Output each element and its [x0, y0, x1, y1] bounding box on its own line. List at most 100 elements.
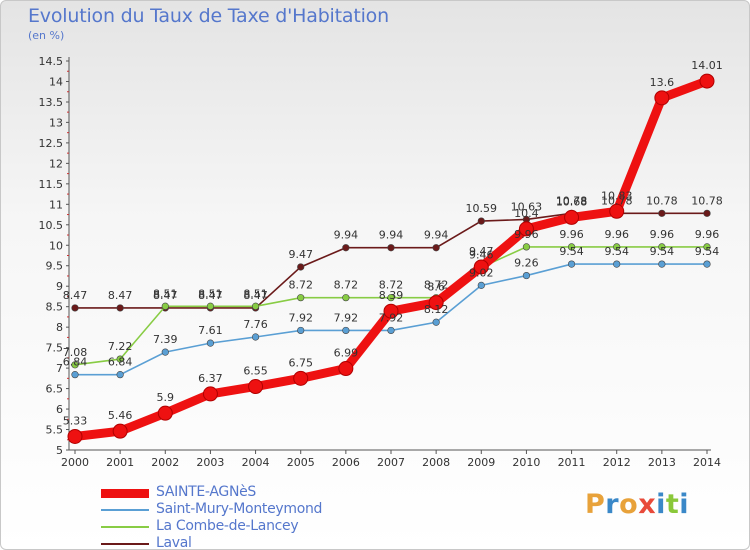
- data-point-sainte-agn-s: [428, 295, 444, 311]
- data-point-la-combe-de-lancey: [567, 243, 576, 251]
- logo-letter: i: [656, 489, 666, 520]
- legend-label: Saint-Mury-Monteymond: [156, 501, 323, 517]
- data-label-saint-mury-monteymond: 6.84: [108, 356, 133, 369]
- y-tick-label: 8.5: [46, 301, 64, 314]
- data-label-sainte-agn-s: 5.33: [63, 414, 88, 427]
- data-point-saint-mury-monteymond: [522, 271, 531, 280]
- data-point-saint-mury-monteymond: [297, 326, 305, 335]
- x-tick-label: 2007: [377, 456, 405, 469]
- data-point-laval: [116, 304, 124, 312]
- data-point-sainte-agn-s: [654, 90, 670, 106]
- x-tick-label: 2010: [512, 456, 540, 469]
- data-label-saint-mury-monteymond: 6.84: [63, 356, 88, 369]
- chart-axes: 5 5.5 6 6.5 7 7.5 8 8.5 9 9.5 10 10.5 11 11.5 12 12.5 13…: [39, 55, 722, 469]
- data-point-saint-mury-monteymond: [703, 260, 711, 268]
- data-point-laval: [477, 217, 485, 225]
- data-point-saint-mury-monteymond: [658, 260, 666, 268]
- logo-letter: t: [665, 489, 680, 520]
- data-label-sainte-agn-s: 9.47: [469, 245, 494, 258]
- data-point-la-combe-de-lancey: [71, 361, 79, 369]
- y-tick-label: 10.5: [39, 219, 64, 232]
- x-tick-label: 2009: [467, 456, 495, 469]
- data-point-saint-mury-monteymond: [251, 333, 260, 341]
- data-label-la-combe-de-lancey: 8.72: [424, 279, 449, 292]
- data-label-la-combe-de-lancey: 8.72: [288, 279, 313, 292]
- y-tick-label: 5.5: [46, 424, 64, 437]
- x-tick-label: 2013: [648, 456, 676, 469]
- y-tick-label: 12.5: [39, 137, 64, 150]
- data-point-sainte-agn-s: [699, 73, 715, 89]
- data-label-laval: 8.47: [108, 289, 133, 302]
- legend-label: SAINTE-AGNèS: [156, 484, 257, 500]
- data-point-laval: [658, 209, 666, 217]
- data-point-la-combe-de-lancey: [703, 243, 711, 251]
- data-point-la-combe-de-lancey: [161, 302, 169, 310]
- data-point-la-combe-de-lancey: [297, 294, 305, 302]
- data-label-laval: 10.59: [466, 202, 498, 215]
- data-label-saint-mury-monteymond: 7.92: [288, 311, 313, 324]
- data-label-la-combe-de-lancey: 8.51: [153, 287, 178, 300]
- data-point-saint-mury-monteymond: [477, 281, 485, 289]
- data-point-saint-mury-monteymond: [387, 326, 395, 335]
- data-point-laval: [432, 244, 440, 252]
- data-label-la-combe-de-lancey: 7.22: [108, 340, 133, 353]
- data-label-laval: 8.47: [63, 289, 88, 302]
- data-point-sainte-agn-s: [518, 221, 534, 237]
- y-tick-label: 12: [49, 157, 63, 170]
- legend-label: Laval: [156, 535, 192, 550]
- x-tick-label: 2000: [61, 456, 89, 469]
- data-point-sainte-agn-s: [473, 259, 489, 275]
- data-label-saint-mury-monteymond: 7.92: [379, 311, 404, 324]
- data-label-saint-mury-monteymond: 7.76: [243, 318, 268, 331]
- data-point-laval: [342, 244, 350, 252]
- data-point-laval: [71, 304, 79, 312]
- data-label-laval: 9.94: [379, 229, 404, 242]
- data-label-saint-mury-monteymond: 9.54: [650, 245, 675, 258]
- data-label-sainte-agn-s: 10.4: [514, 207, 539, 220]
- data-label-la-combe-de-lancey: 9.96: [695, 228, 720, 241]
- data-label-saint-mury-monteymond: 8.12: [424, 303, 449, 316]
- data-label-sainte-agn-s: 14.01: [691, 59, 723, 72]
- series-layer: [67, 73, 715, 444]
- y-tick-label: 11: [49, 198, 63, 211]
- x-tick-label: 2014: [693, 456, 721, 469]
- data-label-sainte-agn-s: 8.6: [427, 281, 445, 294]
- data-label-laval: 10.78: [691, 194, 723, 207]
- y-tick-label: 14.5: [39, 55, 64, 68]
- data-point-laval: [297, 263, 305, 271]
- y-tick-label: 7.5: [46, 342, 64, 355]
- data-label-saint-mury-monteymond: 9.54: [559, 245, 584, 258]
- x-tick-label: 2003: [196, 456, 224, 469]
- data-point-la-combe-de-lancey: [387, 294, 395, 302]
- data-point-laval: [703, 209, 711, 217]
- legend-swatch: [101, 509, 149, 511]
- data-label-sainte-agn-s: 6.75: [288, 356, 313, 369]
- x-tick-label: 2004: [242, 456, 270, 469]
- data-point-saint-mury-monteymond: [206, 339, 215, 347]
- data-point-la-combe-de-lancey: [206, 302, 215, 310]
- data-point-la-combe-de-lancey: [116, 355, 124, 363]
- proxiti-logo: Proxiti: [585, 489, 689, 520]
- data-point-la-combe-de-lancey: [613, 243, 621, 251]
- x-tick-label: 2002: [151, 456, 179, 469]
- y-tick-label: 13.5: [39, 96, 64, 109]
- data-label-saint-mury-monteymond: 9.54: [695, 245, 720, 258]
- x-tick-label: 2005: [287, 456, 315, 469]
- data-point-sainte-agn-s: [248, 379, 264, 395]
- data-point-la-combe-de-lancey: [658, 243, 666, 251]
- data-point-saint-mury-monteymond: [71, 371, 79, 379]
- data-point-sainte-agn-s: [112, 423, 128, 439]
- data-point-saint-mury-monteymond: [342, 326, 350, 335]
- data-label-sainte-agn-s: 6.55: [243, 365, 268, 378]
- y-tick-label: 14: [49, 75, 63, 88]
- data-label-laval: 10.78: [646, 194, 678, 207]
- y-tick-label: 9: [56, 280, 63, 293]
- data-label-saint-mury-monteymond: 9.02: [469, 266, 494, 279]
- logo-letter: r: [605, 489, 620, 520]
- data-point-la-combe-de-lancey: [522, 243, 531, 251]
- data-label-sainte-agn-s: 6.37: [198, 372, 223, 385]
- chart-title: Evolution du Taux de Taxe d'Habitation: [28, 5, 389, 27]
- chart-subtitle: (en %): [28, 29, 65, 42]
